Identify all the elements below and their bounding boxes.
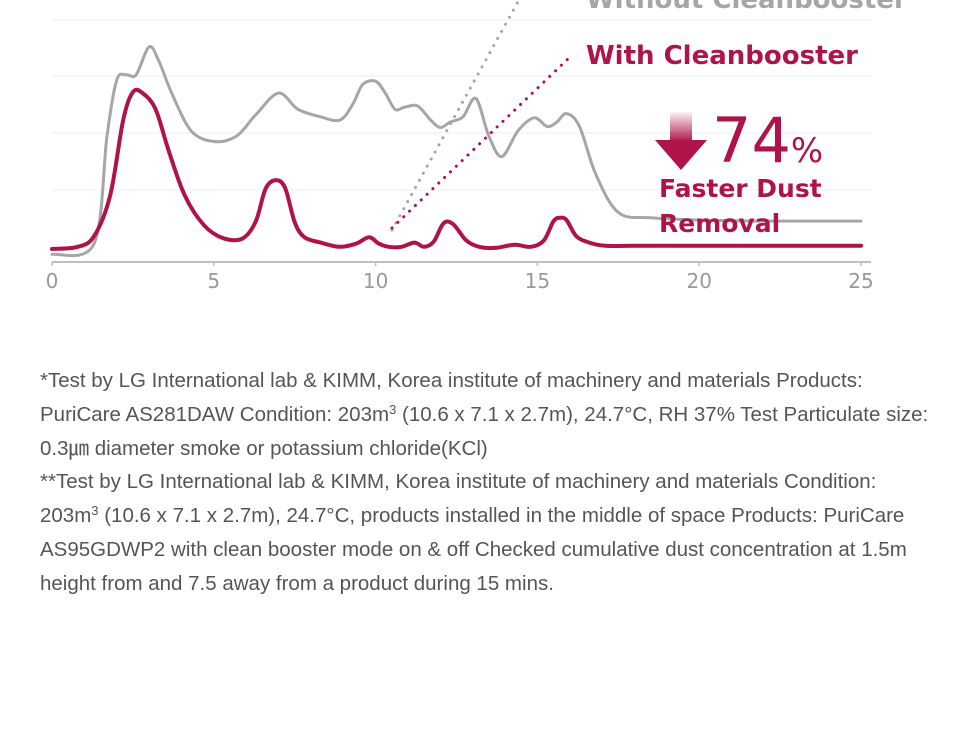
x-tick-label: 15 <box>525 269 550 293</box>
x-axis-ticks: 0 5 10 15 20 25 <box>46 262 874 293</box>
callout-line-2: Removal <box>659 209 780 238</box>
legend-without-cleanbooster: Without Cleanbooster <box>586 0 907 15</box>
footnotes: *Test by LG International lab & KIMM, Ko… <box>40 364 930 601</box>
footnote-1-superscript: 3 <box>389 401 397 417</box>
series-with-cleanbooster-line <box>50 87 863 251</box>
x-tick-label: 5 <box>207 269 220 293</box>
x-tick-label: 20 <box>686 269 711 293</box>
footnote-1-text-a: *Test by LG International lab & KIMM, Ko… <box>40 369 863 426</box>
callout-percentage: 74% <box>712 104 823 177</box>
x-tick-label: 25 <box>848 269 873 293</box>
footnote-1-text-b: (10.6 x 7.1 x 2.7m), 24.7°C, RH 37% Test… <box>40 402 929 460</box>
legend-with-cleanbooster: With Cleanbooster <box>586 41 858 71</box>
series-without-cleanbooster-line <box>50 45 863 258</box>
footnote-2: **Test by LG International lab & KIMM, K… <box>40 465 930 600</box>
callout-percent-number: 74 <box>712 104 791 177</box>
legend-leader-without <box>390 0 521 232</box>
chart-gridlines <box>52 19 871 191</box>
callout-percent-sign: % <box>791 131 823 171</box>
x-tick-label: 10 <box>363 269 388 293</box>
footnote-2-text-a: **Test by LG International lab & KIMM, K… <box>40 470 877 528</box>
chart-series <box>50 45 863 258</box>
footnote-1: *Test by LG International lab & KIMM, Ko… <box>40 364 930 465</box>
footnote-2-text-b: (10.6 x 7.1 x 2.7m), 24.7°C, products in… <box>40 504 907 595</box>
dust-removal-chart: 0 5 10 15 20 25 Without Cleanbooster With Cle… <box>46 0 907 293</box>
legend-leader-with <box>390 53 574 230</box>
callout-line-1: Faster Dust <box>659 174 822 203</box>
x-tick-label: 0 <box>46 269 59 293</box>
down-arrow-icon <box>655 112 707 170</box>
footnote-2-superscript: 3 <box>91 503 99 519</box>
